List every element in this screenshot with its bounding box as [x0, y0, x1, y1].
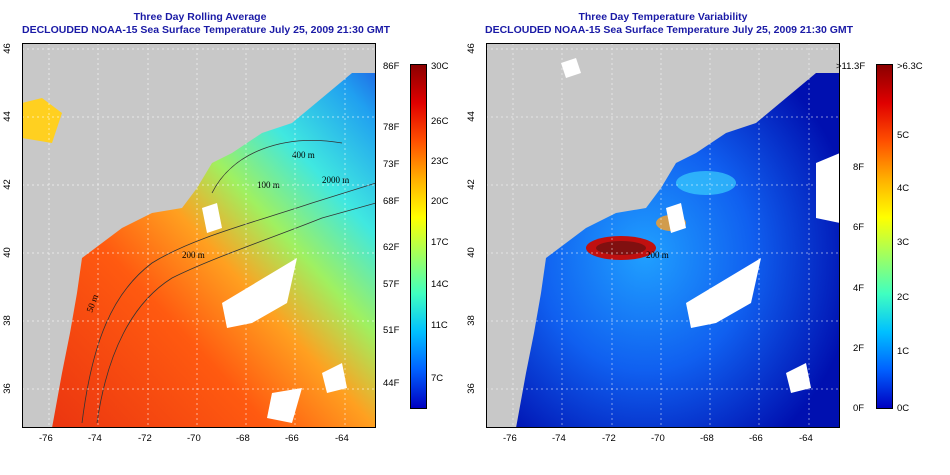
left-x-tick: -76	[39, 433, 53, 444]
left-cb-c-label: 26C	[431, 116, 449, 127]
left-cb-c-label: 17C	[431, 237, 449, 248]
right-cb-c-label: 1C	[897, 346, 910, 357]
left-y-tick: 46	[1, 43, 13, 54]
land-mass	[486, 43, 840, 428]
left-y-tick: 38	[1, 315, 13, 326]
right-y-tick: 40	[465, 247, 477, 258]
left-x-tick: -68	[236, 433, 250, 444]
right-cb-c-label: 0C	[897, 403, 910, 414]
left-cb-f-label: 44F	[383, 378, 400, 389]
contour-label: 200 m	[646, 250, 669, 260]
right-cb-f-label: 4F	[853, 283, 865, 294]
left-cb-c-label: 20C	[431, 196, 449, 207]
right-cb-c-label: 2C	[897, 292, 910, 303]
right-x-tick: -76	[503, 433, 517, 444]
left-cb-c-label: 7C	[431, 373, 444, 384]
left-x-tick: -64	[335, 433, 349, 444]
cloud-gap	[222, 258, 297, 328]
contour-label: 400 m	[292, 150, 315, 160]
right-x-tick: -74	[552, 433, 566, 444]
right-y-tick: 42	[465, 179, 477, 190]
right-title-line2: DECLOUDED NOAA-15 Sea Surface Temperatur…	[485, 24, 854, 36]
left-y-tick: 42	[1, 179, 13, 190]
left-y-tick: 44	[1, 111, 13, 122]
left-cb-c-label: 11C	[431, 320, 448, 331]
left-cb-f-label: 73F	[383, 159, 400, 170]
left-cb-c-label: 14C	[431, 279, 449, 290]
left-x-tick: -72	[138, 433, 152, 444]
left-cb-f-label: 57F	[383, 279, 400, 290]
right-x-tick: -72	[602, 433, 616, 444]
left-y-tick: 40	[1, 247, 13, 258]
right-y-tick: 46	[465, 43, 477, 54]
left-colorbar	[410, 64, 427, 409]
right-cb-f-label: 0F	[853, 403, 865, 414]
right-cb-c-label: 3C	[897, 237, 910, 248]
right-y-tick: 38	[465, 315, 477, 326]
left-title-line2: DECLOUDED NOAA-15 Sea Surface Temperatur…	[22, 24, 391, 36]
cloud-gap	[686, 258, 761, 328]
left-cb-c-label: 23C	[431, 156, 449, 167]
left-x-tick: -66	[285, 433, 299, 444]
right-y-tick: 44	[465, 111, 477, 122]
left-cb-f-label: 62F	[383, 242, 400, 253]
right-x-tick: -64	[799, 433, 813, 444]
left-title-line1: Three Day Rolling Average	[133, 11, 267, 23]
contour-label: 2000 m	[322, 175, 349, 185]
left-cb-f-label: 51F	[383, 325, 400, 336]
left-cb-f-label: 86F	[383, 61, 400, 72]
right-cb-c-label: 5C	[897, 130, 910, 141]
contour-label: 200 m	[182, 250, 205, 260]
left-y-tick: 36	[1, 383, 13, 394]
left-x-tick: -70	[187, 433, 201, 444]
right-x-tick: -68	[700, 433, 714, 444]
left-cb-f-label: 78F	[383, 122, 400, 133]
right-colorbar	[876, 64, 893, 409]
right-title-line1: Three Day Temperature Variability	[578, 11, 748, 23]
right-cb-c-label: >6.3C	[897, 61, 923, 72]
right-cb-f-label: 6F	[853, 222, 865, 233]
right-cb-f-label: >11.3F	[836, 61, 866, 72]
left-cb-f-label: 68F	[383, 196, 400, 207]
right-cb-c-label: 4C	[897, 183, 910, 194]
left-map: 400 m 2000 m 200 m 50 m 100 m	[22, 43, 376, 428]
right-y-tick: 36	[465, 383, 477, 394]
land-mass	[22, 43, 376, 428]
right-x-tick: -66	[749, 433, 763, 444]
right-x-tick: -70	[651, 433, 665, 444]
left-x-tick: -74	[88, 433, 102, 444]
right-cb-f-label: 8F	[853, 162, 865, 173]
right-map: 200 m	[486, 43, 840, 428]
right-cb-f-label: 2F	[853, 343, 865, 354]
left-cb-c-label: 30C	[431, 61, 449, 72]
